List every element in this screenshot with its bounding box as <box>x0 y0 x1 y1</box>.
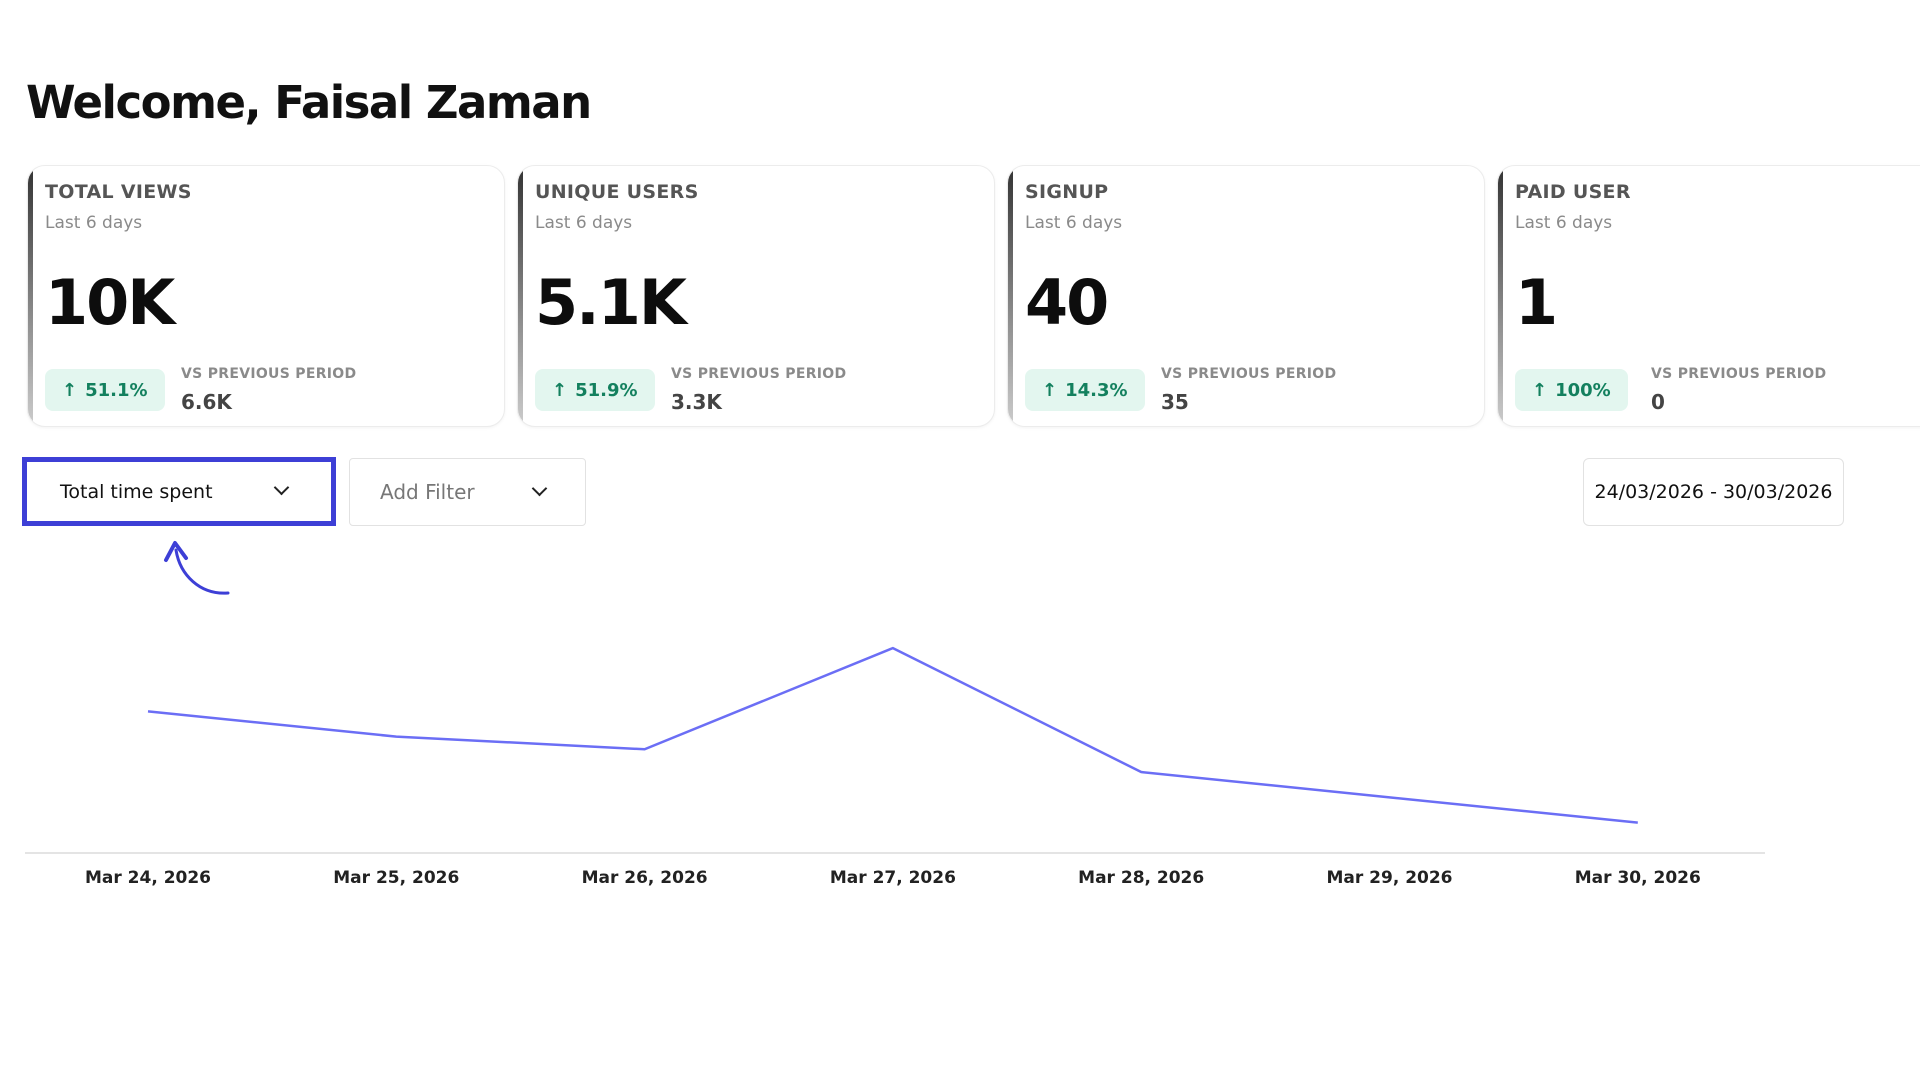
stat-card-paid-user: PAID USER Last 6 days 1 ↑ 100% VS PREVIOU… <box>1497 165 1920 427</box>
vs-label: VS PREVIOUS PERIOD <box>671 366 847 382</box>
card-title: PAID USER <box>1515 181 1631 203</box>
arrow-up-icon: ↑ <box>552 379 568 401</box>
stat-card-total-views: TOTAL VIEWS Last 6 days 10K ↑ 51.1% VS PR… <box>27 165 505 427</box>
card-subtitle: Last 6 days <box>535 213 633 233</box>
add-filter-select[interactable]: Add Filter <box>349 458 586 526</box>
card-value: 5.1K <box>535 266 687 339</box>
date-range-picker[interactable]: 24/03/2026 - 30/03/2026 <box>1583 458 1844 526</box>
change-badge: ↑ 51.1% <box>45 369 165 411</box>
page-title: Welcome, Faisal Zaman <box>26 76 592 129</box>
x-tick-label: Mar 24, 2026 <box>85 868 211 888</box>
annotation-arrow-icon <box>164 541 230 595</box>
x-tick-label: Mar 25, 2026 <box>333 868 459 888</box>
arrow-up-icon: ↑ <box>1532 379 1548 401</box>
previous-value: 35 <box>1161 390 1189 414</box>
add-filter-placeholder: Add Filter <box>380 480 475 504</box>
stat-card-signup: SIGNUP Last 6 days 40 ↑ 14.3% VS PREVIOUS… <box>1007 165 1485 427</box>
vs-label: VS PREVIOUS PERIOD <box>1651 366 1827 382</box>
x-tick-label: Mar 28, 2026 <box>1078 868 1204 888</box>
vs-label: VS PREVIOUS PERIOD <box>1161 366 1337 382</box>
card-value: 1 <box>1515 266 1558 339</box>
card-subtitle: Last 6 days <box>45 213 143 233</box>
x-tick-label: Mar 29, 2026 <box>1326 868 1452 888</box>
change-value: 51.9% <box>575 379 638 401</box>
metric-select-value: Total time spent <box>60 480 213 503</box>
card-subtitle: Last 6 days <box>1025 213 1123 233</box>
previous-value: 6.6K <box>181 390 232 414</box>
change-badge: ↑ 100% <box>1515 369 1628 411</box>
series-line <box>147 646 1638 824</box>
x-tick-label: Mar 27, 2026 <box>830 868 956 888</box>
previous-value: 0 <box>1651 390 1665 414</box>
metric-select[interactable]: Total time spent <box>22 457 336 526</box>
change-badge: ↑ 14.3% <box>1025 369 1145 411</box>
card-title: TOTAL VIEWS <box>45 181 192 203</box>
card-value: 10K <box>45 266 175 339</box>
card-title: UNIQUE USERS <box>535 181 699 203</box>
card-title: SIGNUP <box>1025 181 1109 203</box>
arrow-up-icon: ↑ <box>1042 379 1058 401</box>
arrow-up-icon: ↑ <box>62 379 78 401</box>
change-value: 51.1% <box>85 379 148 401</box>
card-subtitle: Last 6 days <box>1515 213 1613 233</box>
vs-label: VS PREVIOUS PERIOD <box>181 366 357 382</box>
x-tick-label: Mar 26, 2026 <box>582 868 708 888</box>
previous-value: 3.3K <box>671 390 722 414</box>
card-value: 40 <box>1025 266 1109 339</box>
stat-card-unique-users: UNIQUE USERS Last 6 days 5.1K ↑ 51.9% VS … <box>517 165 995 427</box>
x-tick-label: Mar 30, 2026 <box>1575 868 1701 888</box>
change-badge: ↑ 51.9% <box>535 369 655 411</box>
change-value: 14.3% <box>1065 379 1128 401</box>
change-value: 100% <box>1555 379 1611 401</box>
